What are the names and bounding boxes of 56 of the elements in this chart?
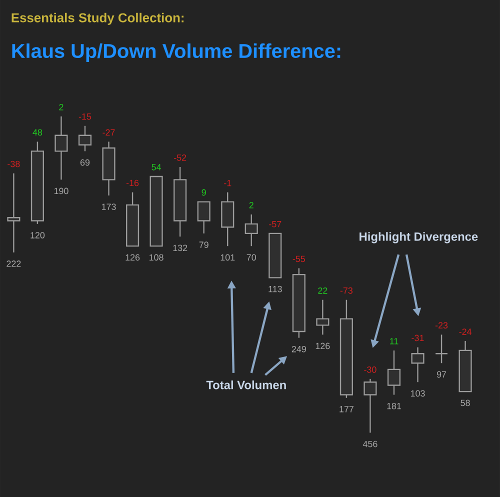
text: 101	[220, 254, 235, 260]
text: 190	[54, 188, 68, 194]
annotation: Total Volumen	[206, 380, 286, 390]
candlestick	[434, 334, 448, 364]
text: 97	[436, 371, 446, 378]
text: -73	[340, 287, 353, 294]
text: 126	[316, 342, 330, 350]
text: -24	[459, 328, 472, 335]
candlestick	[364, 378, 377, 434]
text: 249	[292, 346, 306, 352]
candlestick	[174, 166, 187, 238]
text: 79	[199, 241, 208, 248]
chart-title: Essentials Study Collection:	[12, 12, 184, 25]
text: 120	[30, 232, 45, 238]
candlestick	[340, 299, 353, 398]
text: 22	[318, 287, 328, 294]
candlestick	[221, 192, 234, 247]
text: -27	[102, 129, 115, 136]
text: -15	[78, 113, 92, 120]
text: 222	[6, 260, 21, 267]
text: 177	[340, 406, 354, 412]
candlestick	[387, 350, 401, 396]
candlestick	[102, 140, 116, 196]
text: -1	[224, 180, 232, 186]
text: -31	[412, 334, 424, 342]
candlestick	[316, 299, 330, 336]
text: 103	[410, 390, 425, 396]
text: -55	[292, 256, 306, 262]
text: 54	[152, 164, 162, 170]
text: 108	[150, 254, 164, 260]
text: 113	[268, 286, 282, 292]
text: 70	[246, 254, 256, 260]
text: 69	[80, 159, 90, 166]
text: 181	[387, 402, 402, 410]
text: 11	[390, 338, 398, 344]
text: 2	[249, 202, 254, 208]
text: 173	[102, 204, 116, 210]
text: -57	[269, 220, 282, 228]
text: -38	[8, 160, 20, 168]
candlestick	[411, 346, 424, 383]
text: 456	[362, 440, 378, 448]
text: -52	[174, 154, 186, 161]
text: 9	[202, 189, 206, 196]
annotation: Highlight Divergence	[360, 232, 478, 244]
text: 48	[32, 129, 42, 136]
candlestick	[244, 214, 258, 247]
text: 58	[460, 400, 470, 406]
chart-subtitle: Klaus Up/Down Volume Difference:	[12, 43, 340, 62]
text: -30	[364, 366, 376, 373]
text: 2	[59, 104, 64, 110]
text: 126	[126, 254, 140, 260]
candlestick	[7, 172, 20, 253]
text: 132	[173, 244, 188, 251]
candlestick	[54, 116, 68, 180]
text: -23	[435, 322, 448, 328]
text: -16	[126, 180, 139, 186]
